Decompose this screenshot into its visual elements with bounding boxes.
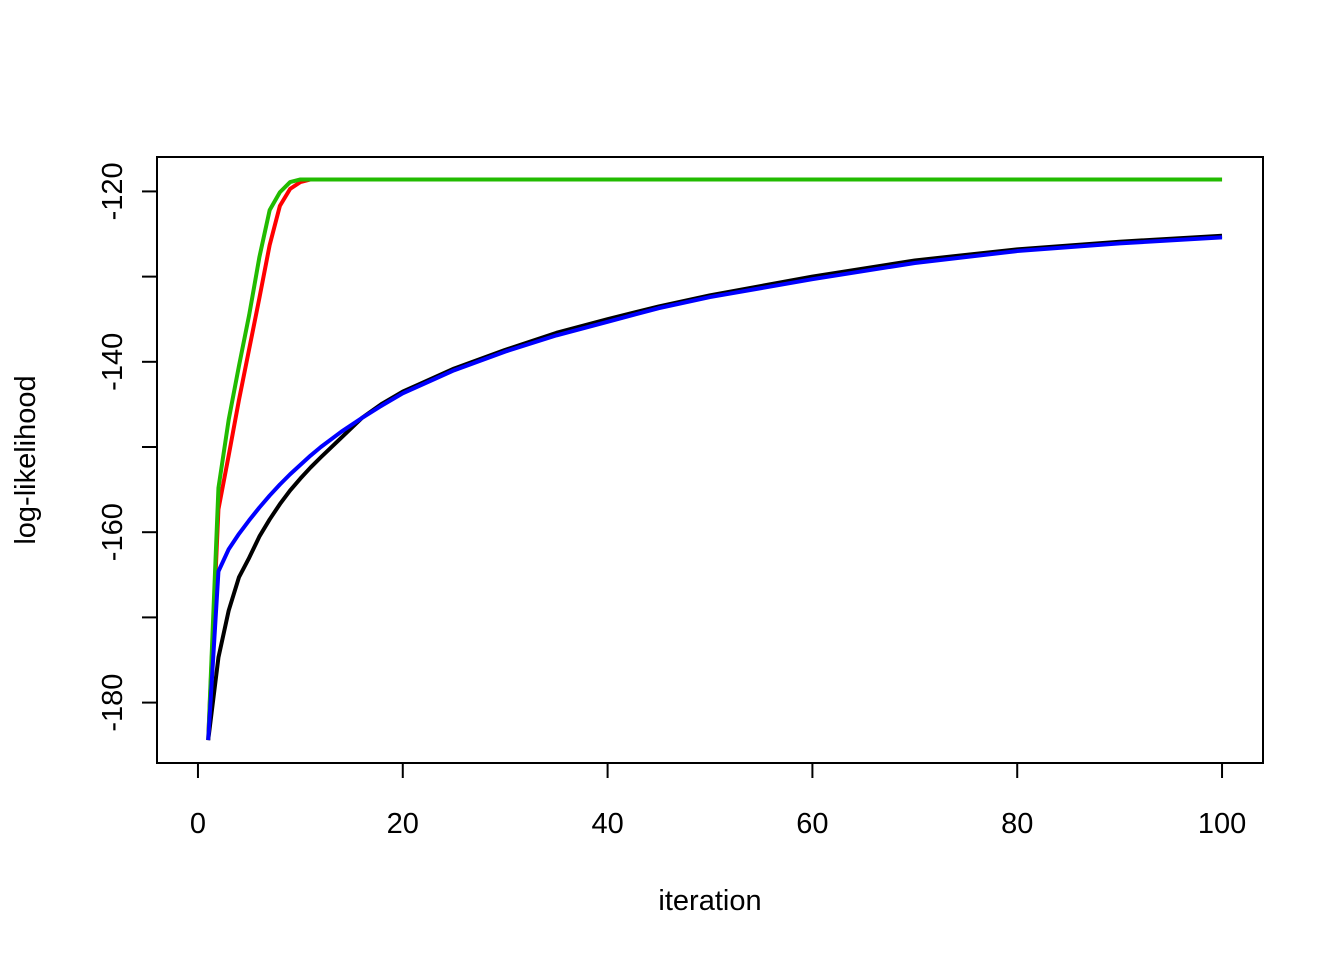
x-axis-title: iteration bbox=[658, 885, 761, 917]
plot-frame bbox=[156, 156, 1264, 764]
y-tick-label: -160 bbox=[97, 503, 129, 561]
series-line bbox=[206, 235, 1223, 741]
series-line bbox=[206, 177, 1223, 741]
x-tick-label: 80 bbox=[1001, 808, 1033, 840]
x-tick-label: 0 bbox=[190, 808, 206, 840]
x-tick-label: 60 bbox=[796, 808, 828, 840]
x-tick-label: 20 bbox=[387, 808, 419, 840]
y-tick-label: -180 bbox=[97, 674, 129, 732]
series-line bbox=[206, 233, 1223, 741]
y-axis-title: log-likelihood bbox=[10, 375, 42, 544]
series-line bbox=[206, 177, 1223, 741]
y-tick-label: -140 bbox=[97, 333, 129, 391]
x-tick-label: 40 bbox=[591, 808, 623, 840]
y-tick-label: -120 bbox=[97, 162, 129, 220]
x-tick-label: 100 bbox=[1198, 808, 1246, 840]
